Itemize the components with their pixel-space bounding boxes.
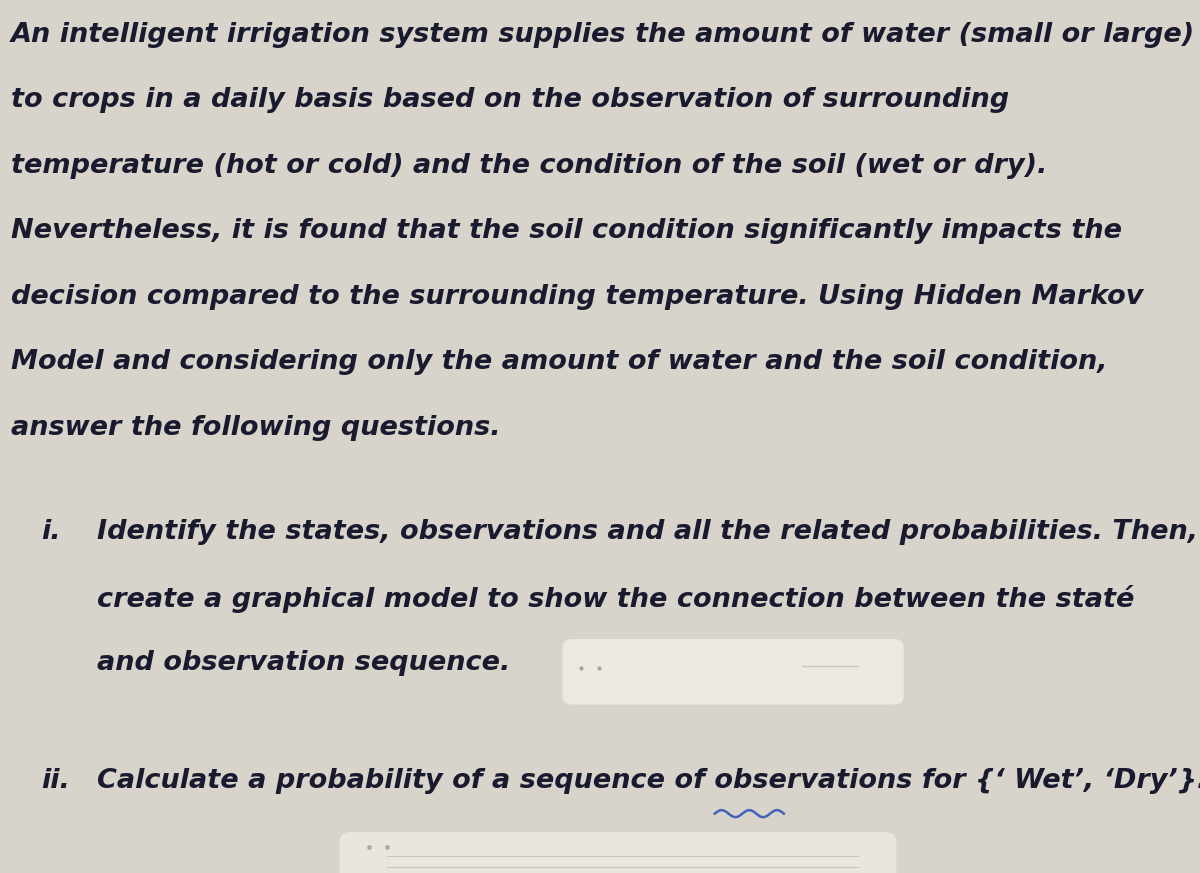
Text: ii.: ii. — [42, 768, 71, 794]
Text: decision compared to the surrounding temperature. Using Hidden Markov: decision compared to the surrounding tem… — [11, 284, 1144, 310]
FancyBboxPatch shape — [563, 639, 904, 705]
Text: answer the following questions.: answer the following questions. — [11, 415, 500, 441]
Text: Identify the states, observations and all the related probabilities. Then,: Identify the states, observations and al… — [97, 519, 1198, 546]
FancyBboxPatch shape — [340, 832, 896, 873]
Text: temperature (hot or cold) and the condition of the soil (wet or dry).: temperature (hot or cold) and the condit… — [11, 153, 1048, 179]
Text: An intelligent irrigation system supplies the amount of water (small or large): An intelligent irrigation system supplie… — [11, 22, 1195, 48]
Text: Model and considering only the amount of water and the soil condition,: Model and considering only the amount of… — [11, 349, 1108, 375]
Text: and observation sequence.: and observation sequence. — [97, 650, 510, 677]
Text: i.: i. — [42, 519, 61, 546]
Text: Calculate a probability of a sequence of observations for {‘ Wet’, ‘Dry’}.: Calculate a probability of a sequence of… — [97, 768, 1200, 794]
Text: create a graphical model to show the connection between the staté: create a graphical model to show the con… — [97, 585, 1134, 613]
Text: Nevertheless, it is found that the soil condition significantly impacts the: Nevertheless, it is found that the soil … — [11, 218, 1122, 244]
Text: to crops in a daily basis based on the observation of surrounding: to crops in a daily basis based on the o… — [11, 87, 1009, 113]
